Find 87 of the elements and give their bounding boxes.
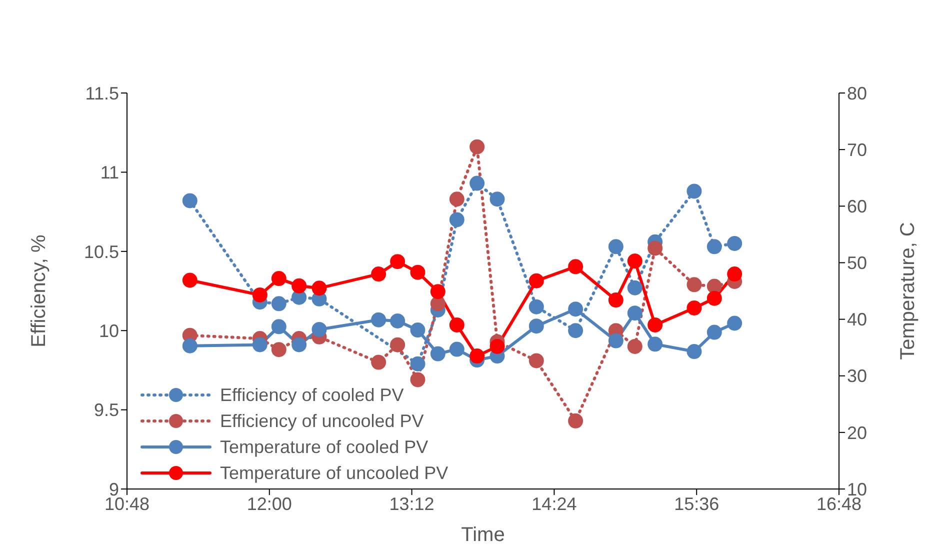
point [292, 337, 307, 352]
y-tick-label: 9.5 [94, 400, 119, 420]
point [470, 176, 485, 191]
point [182, 193, 198, 208]
point [252, 287, 268, 302]
legend-label: Temperature of cooled PV [220, 436, 428, 458]
point [449, 317, 464, 332]
y-axis-title: Efficiency, % [28, 234, 50, 348]
point [568, 259, 584, 274]
y2-tick-label: 20 [847, 422, 868, 443]
legend-label: Temperature of uncooled PV [220, 462, 448, 484]
point [490, 192, 505, 207]
y2-tick-label: 40 [847, 310, 868, 330]
point [410, 372, 426, 388]
point [390, 313, 406, 328]
point [430, 346, 446, 362]
point [410, 356, 426, 372]
legend-label: Efficiency of cooled PV [220, 384, 404, 406]
point [528, 318, 544, 334]
y-tick-label: 11.5 [85, 83, 119, 104]
point [292, 278, 307, 294]
point [528, 353, 544, 368]
point [490, 338, 505, 354]
y2-tick-label: 60 [847, 196, 868, 217]
point [686, 300, 702, 316]
point [608, 333, 624, 348]
point [627, 254, 642, 269]
point [449, 342, 464, 357]
point [568, 302, 584, 317]
point [627, 306, 642, 321]
point [727, 236, 742, 251]
x-tick-label: 15:36 [674, 494, 720, 514]
point [686, 277, 702, 292]
point [271, 271, 286, 286]
point [430, 296, 446, 312]
point [568, 413, 584, 428]
point [449, 192, 464, 207]
point [706, 290, 722, 306]
point [271, 296, 286, 312]
point [706, 278, 722, 294]
point [390, 254, 406, 270]
point [182, 338, 198, 354]
point [371, 354, 386, 370]
x-axis-title: Time [461, 524, 505, 546]
point [312, 280, 327, 296]
point [528, 273, 544, 288]
point [271, 342, 286, 358]
point [528, 299, 544, 314]
point [470, 348, 485, 364]
y-tick-label: 10 [98, 320, 119, 341]
point [371, 312, 386, 328]
point [410, 264, 426, 280]
point [627, 280, 642, 296]
point [371, 266, 386, 282]
point [627, 338, 642, 354]
point [686, 184, 702, 199]
point [686, 344, 702, 360]
point [312, 322, 327, 337]
x-tick-label: 12:00 [246, 494, 292, 514]
point [182, 272, 198, 288]
point [706, 324, 722, 340]
point [648, 240, 663, 256]
y-tick-label: 10.5 [84, 242, 119, 262]
x-tick-label: 13:12 [389, 494, 434, 514]
point [706, 239, 722, 254]
point [271, 319, 286, 334]
y2-axis-title: Temperature, C [897, 222, 920, 360]
legend-label: Efficiency of uncooled PV [220, 410, 424, 432]
point [390, 337, 406, 352]
point [727, 266, 742, 282]
point [608, 239, 624, 254]
y2-tick-label: 70 [847, 140, 868, 160]
y2-tick-label: 30 [847, 366, 868, 386]
point [410, 322, 426, 338]
y2-tick-label: 80 [847, 83, 868, 104]
point [727, 316, 742, 331]
y-tick-label: 11 [100, 162, 119, 183]
point [608, 292, 624, 308]
x-tick-label: 14:24 [532, 494, 577, 514]
point [252, 337, 268, 352]
point [430, 284, 446, 300]
point [648, 336, 663, 352]
point [470, 139, 485, 154]
point [449, 212, 464, 228]
point [648, 317, 663, 332]
point [568, 323, 584, 338]
y2-tick-label: 50 [847, 253, 868, 274]
